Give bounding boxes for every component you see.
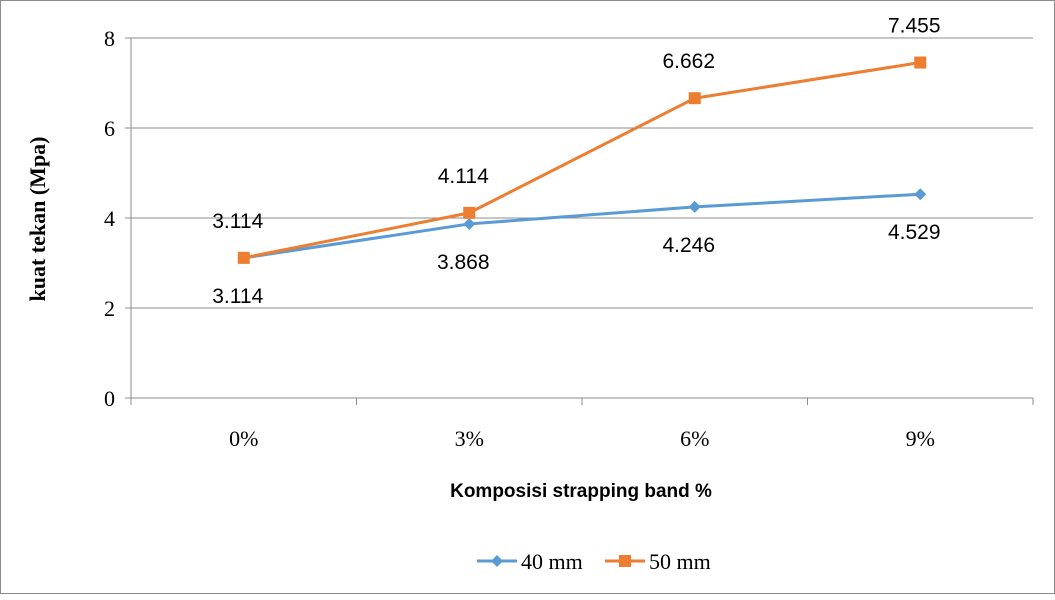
legend: 40 mm 50 mm: [477, 549, 711, 574]
x-tick-labels: 0% 3% 6% 9%: [229, 426, 935, 451]
y-tick-label: 0: [104, 386, 115, 411]
data-label: 3.868: [437, 251, 490, 274]
y-tick-label: 2: [104, 296, 115, 321]
x-tick-label: 3%: [455, 426, 484, 451]
data-label: 4.114: [438, 165, 489, 188]
data-label: 7.455: [888, 15, 941, 38]
x-tick-label: 6%: [680, 426, 709, 451]
series-line-50-mm: [243, 61, 921, 260]
y-axis-label: kuat tekan (Mpa): [25, 136, 50, 301]
series-lines: [243, 61, 921, 260]
series-line-40-mm: [243, 192, 921, 260]
data-label: 4.529: [888, 221, 941, 244]
x-tick-label: 0%: [229, 426, 258, 451]
data-point-50-mm: [914, 56, 927, 69]
data-point-50-mm: [463, 206, 476, 219]
data-label: 3.114: [212, 210, 263, 233]
y-tick-labels: 0 2 4 6 8: [104, 26, 115, 411]
data-point-50-mm: [688, 92, 701, 105]
axes: [125, 37, 1034, 405]
legend-marker: [491, 555, 503, 567]
x-axis-label: Komposisi strapping band %: [450, 481, 712, 502]
data-point-40-mm: [688, 200, 701, 213]
y-tick-label: 6: [104, 116, 115, 141]
legend-label: 40 mm: [521, 549, 583, 574]
data-point-50-mm: [237, 251, 250, 264]
y-tick-label: 8: [104, 26, 115, 51]
x-tick-label: 9%: [906, 426, 935, 451]
data-label: 6.662: [662, 50, 715, 73]
data-point-40-mm: [463, 217, 476, 230]
gridlines: [131, 37, 1033, 309]
data-point-40-mm: [914, 188, 927, 201]
legend-marker: [619, 555, 631, 567]
data-labels: 3.114 3.868 4.246 4.529 3.114 4.114 6.662 7.455: [212, 15, 940, 308]
data-label: 4.246: [662, 234, 715, 257]
data-label: 3.114: [212, 285, 263, 308]
legend-label: 50 mm: [649, 549, 711, 574]
series-markers: [237, 56, 927, 264]
y-tick-label: 4: [104, 206, 115, 231]
